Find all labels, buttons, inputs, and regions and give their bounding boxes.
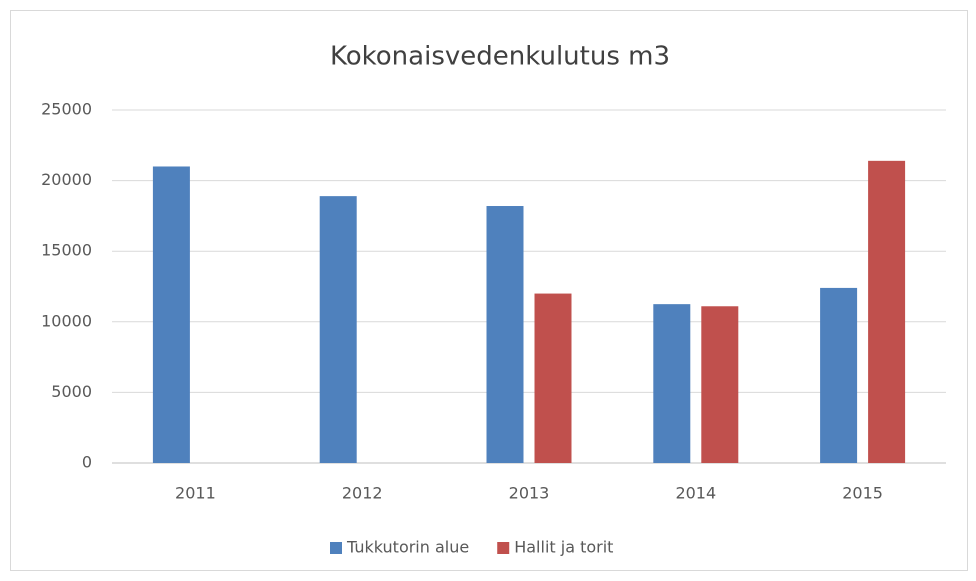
- bar: [820, 287, 858, 463]
- x-tick-label: 2015: [842, 484, 883, 503]
- y-tick-label: 15000: [41, 241, 92, 260]
- legend-swatch: [497, 542, 510, 554]
- bar: [534, 293, 572, 463]
- chart-title: Kokonaisvedenkulutus m3: [330, 42, 670, 72]
- x-tick-label: 2014: [675, 484, 716, 503]
- legend-label: Tukkutorin alue: [346, 538, 469, 557]
- y-tick-label: 5000: [51, 382, 92, 401]
- x-tick-label: 2013: [509, 484, 550, 503]
- x-tick-label: 2012: [342, 484, 383, 503]
- legend-swatch: [330, 542, 342, 554]
- y-tick-label: 20000: [41, 170, 92, 189]
- bar: [653, 304, 691, 463]
- y-tick-label: 0: [82, 453, 92, 472]
- y-tick-label: 25000: [41, 100, 92, 119]
- bar: [868, 160, 906, 463]
- x-tick-label: 2011: [175, 484, 216, 503]
- bar: [319, 196, 357, 463]
- bar: [486, 206, 524, 464]
- bar: [152, 166, 190, 464]
- legend-label: Hallit ja torit: [514, 538, 613, 557]
- bar: [701, 306, 739, 463]
- y-tick-label: 10000: [41, 311, 92, 330]
